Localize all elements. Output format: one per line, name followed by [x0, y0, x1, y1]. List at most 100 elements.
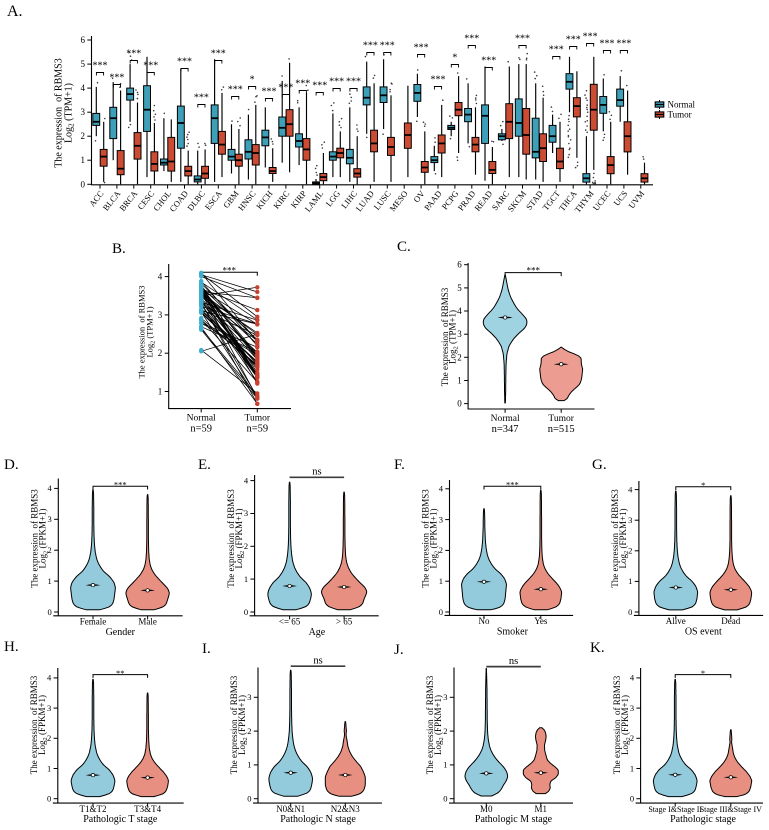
svg-text:*: *: [250, 75, 255, 86]
svg-text:1: 1: [81, 155, 86, 165]
svg-text:T3&T4: T3&T4: [134, 804, 161, 814]
svg-text:1: 1: [439, 576, 443, 586]
svg-text:***: ***: [262, 87, 277, 98]
svg-text:***: ***: [526, 266, 540, 276]
svg-text:***: ***: [464, 34, 479, 45]
svg-text:Gender: Gender: [106, 627, 136, 638]
svg-text:***: ***: [481, 56, 496, 67]
svg-text:Normal: Normal: [491, 414, 520, 424]
svg-text:> 65: > 65: [336, 617, 353, 627]
svg-text:The expression of RBMS3: The expression of RBMS3: [29, 675, 39, 774]
svg-text:Age: Age: [309, 627, 326, 638]
svg-text:1: 1: [443, 760, 447, 770]
svg-text:*: *: [701, 480, 705, 490]
svg-text:***: ***: [566, 35, 581, 46]
svg-text:***: ***: [228, 85, 243, 96]
svg-text:3: 3: [443, 692, 447, 702]
svg-text:2: 2: [439, 545, 443, 555]
svg-text:Male: Male: [138, 617, 157, 627]
svg-text:3: 3: [439, 514, 443, 524]
svg-text:0: 0: [443, 794, 447, 804]
svg-text:Log2 (TPM+1): Log2 (TPM+1): [145, 306, 157, 357]
svg-text:***: ***: [222, 265, 236, 275]
svg-text:***: ***: [346, 77, 361, 88]
svg-text:E.: E.: [198, 457, 211, 473]
svg-text:***: ***: [109, 73, 124, 84]
svg-text:The expression of RBMS3: The expression of RBMS3: [610, 489, 620, 588]
svg-text:4: 4: [81, 83, 86, 93]
svg-text:Stage I&Stage II: Stage I&Stage II: [648, 805, 702, 814]
svg-text:3: 3: [247, 692, 251, 702]
svg-text:0: 0: [48, 607, 52, 617]
svg-text:The expression of RBMS3: The expression of RBMS3: [137, 285, 147, 378]
svg-text:Tumor: Tumor: [668, 110, 692, 120]
svg-text:*: *: [701, 668, 705, 678]
svg-text:***: ***: [143, 61, 158, 72]
svg-text:4: 4: [244, 475, 249, 485]
svg-text:***: ***: [515, 34, 530, 45]
svg-text:4: 4: [457, 306, 462, 316]
svg-text:1: 1: [48, 576, 52, 586]
svg-text:3: 3: [48, 514, 52, 524]
svg-text:3: 3: [244, 508, 248, 518]
svg-text:K.: K.: [590, 640, 605, 656]
svg-text:1: 1: [628, 576, 632, 586]
svg-text:4: 4: [628, 484, 633, 494]
svg-text:2: 2: [158, 348, 163, 358]
svg-text:5: 5: [81, 59, 86, 69]
svg-text:***: ***: [583, 32, 598, 43]
svg-text:Stage III&Stage IV: Stage III&Stage IV: [700, 805, 762, 814]
svg-text:The expression of RBMS3: The expression of RBMS3: [425, 675, 435, 774]
svg-text:H.: H.: [4, 639, 19, 655]
svg-text:3: 3: [630, 703, 634, 713]
svg-text:ns: ns: [313, 656, 322, 667]
svg-text:***: ***: [114, 480, 127, 490]
svg-text:G.: G.: [592, 457, 607, 473]
svg-text:3: 3: [457, 329, 462, 339]
svg-text:***: ***: [126, 49, 141, 60]
svg-text:***: ***: [194, 93, 209, 104]
svg-text:2: 2: [247, 726, 251, 736]
svg-text:1: 1: [457, 376, 462, 386]
svg-text:N0&N1: N0&N1: [276, 804, 305, 814]
svg-text:F.: F.: [394, 457, 405, 473]
svg-text:2: 2: [47, 733, 51, 743]
svg-text:The expression of RBMS3: The expression of RBMS3: [54, 58, 65, 167]
svg-text:0: 0: [81, 179, 86, 189]
svg-text:5: 5: [457, 283, 462, 293]
svg-text:***: ***: [506, 480, 519, 490]
svg-text:2: 2: [443, 726, 447, 736]
svg-text:T1&T2: T1&T2: [80, 804, 107, 814]
svg-text:Pathologic stage: Pathologic stage: [670, 814, 736, 825]
svg-text:0: 0: [439, 607, 443, 617]
svg-text:0: 0: [628, 607, 632, 617]
svg-text:***: ***: [312, 81, 327, 92]
svg-text:n=59: n=59: [246, 424, 268, 435]
svg-text:I.: I.: [202, 641, 211, 657]
svg-text:Tumor: Tumor: [548, 414, 574, 424]
svg-text:***: ***: [278, 83, 293, 94]
svg-text:***: ***: [380, 41, 395, 52]
svg-text:***: ***: [177, 57, 192, 68]
svg-text:***: ***: [414, 43, 429, 54]
svg-text:1: 1: [630, 763, 634, 773]
svg-text:OS event: OS event: [685, 626, 722, 637]
svg-text:Log2 (TPM+1): Log2 (TPM+1): [64, 83, 76, 143]
svg-text:3: 3: [158, 310, 163, 320]
svg-text:1: 1: [158, 387, 163, 397]
svg-text:***: ***: [549, 45, 564, 56]
svg-text:0: 0: [247, 794, 251, 804]
svg-text:1: 1: [47, 763, 51, 773]
svg-text:2: 2: [244, 541, 248, 551]
svg-text:D.: D.: [4, 457, 19, 473]
svg-text:The expression of RBMS3: The expression of RBMS3: [421, 489, 431, 588]
svg-text:***: ***: [431, 75, 446, 86]
svg-text:The expression of RBMS3: The expression of RBMS3: [226, 489, 236, 588]
svg-text:2: 2: [628, 546, 632, 556]
svg-text:2: 2: [457, 352, 462, 362]
svg-text:No: No: [479, 616, 490, 626]
svg-text:6: 6: [457, 260, 462, 270]
svg-text:The expression of RBMS3: The expression of RBMS3: [30, 489, 40, 588]
svg-text:Smoker: Smoker: [497, 626, 529, 637]
svg-text:The expression of RBMS3: The expression of RBMS3: [229, 675, 239, 774]
